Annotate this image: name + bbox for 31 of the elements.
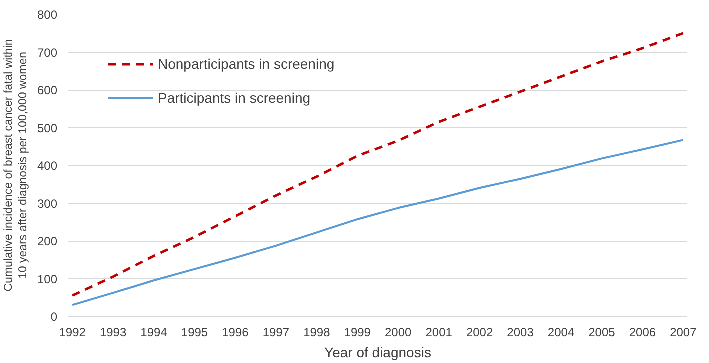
x-tick-label: 2006 bbox=[629, 326, 656, 340]
y-tick-label: 200 bbox=[37, 234, 58, 248]
x-tick-label: 1996 bbox=[222, 326, 250, 340]
y-axis-title: Cumulative incidence of breast cancer fatal within 10 years after diagnosis per 100,000 women bbox=[3, 39, 30, 292]
y-tick-label: 0 bbox=[50, 310, 58, 324]
y-tick-label: 600 bbox=[37, 84, 58, 98]
x-tick-label: 1998 bbox=[304, 326, 331, 340]
x-tick-label: 2005 bbox=[588, 326, 616, 340]
y-tick-label: 400 bbox=[37, 159, 58, 173]
y-tick-label: 300 bbox=[37, 196, 58, 211]
legend-label: Participants in screening bbox=[158, 90, 311, 106]
x-tick-label: 1997 bbox=[262, 326, 290, 340]
x-tick-label: 1994 bbox=[140, 326, 168, 340]
x-tick-label: 1993 bbox=[100, 326, 127, 340]
x-tick-label: 1999 bbox=[344, 326, 372, 340]
x-tick-label: 2004 bbox=[548, 326, 575, 340]
line-series bbox=[71, 32, 685, 297]
x-tick-label: 2007 bbox=[670, 326, 698, 340]
x-tick-label: 2003 bbox=[507, 326, 534, 340]
x-tick-label: 1992 bbox=[59, 326, 86, 340]
y-tick-label: 800 bbox=[37, 8, 58, 22]
y-tick-label: 700 bbox=[37, 46, 58, 60]
x-tick-label: 2002 bbox=[466, 326, 494, 340]
x-tick-label: 2001 bbox=[426, 326, 453, 340]
x-tick-label: 2000 bbox=[385, 326, 412, 340]
y-tick-label: 100 bbox=[37, 272, 58, 286]
x-tick-label: 1995 bbox=[181, 326, 208, 340]
y-tick-label: 500 bbox=[37, 121, 58, 136]
line-series bbox=[72, 139, 684, 306]
legend-label: Nonparticipants in screening bbox=[158, 56, 335, 72]
x-axis-title: Year of diagnosis bbox=[324, 344, 432, 360]
